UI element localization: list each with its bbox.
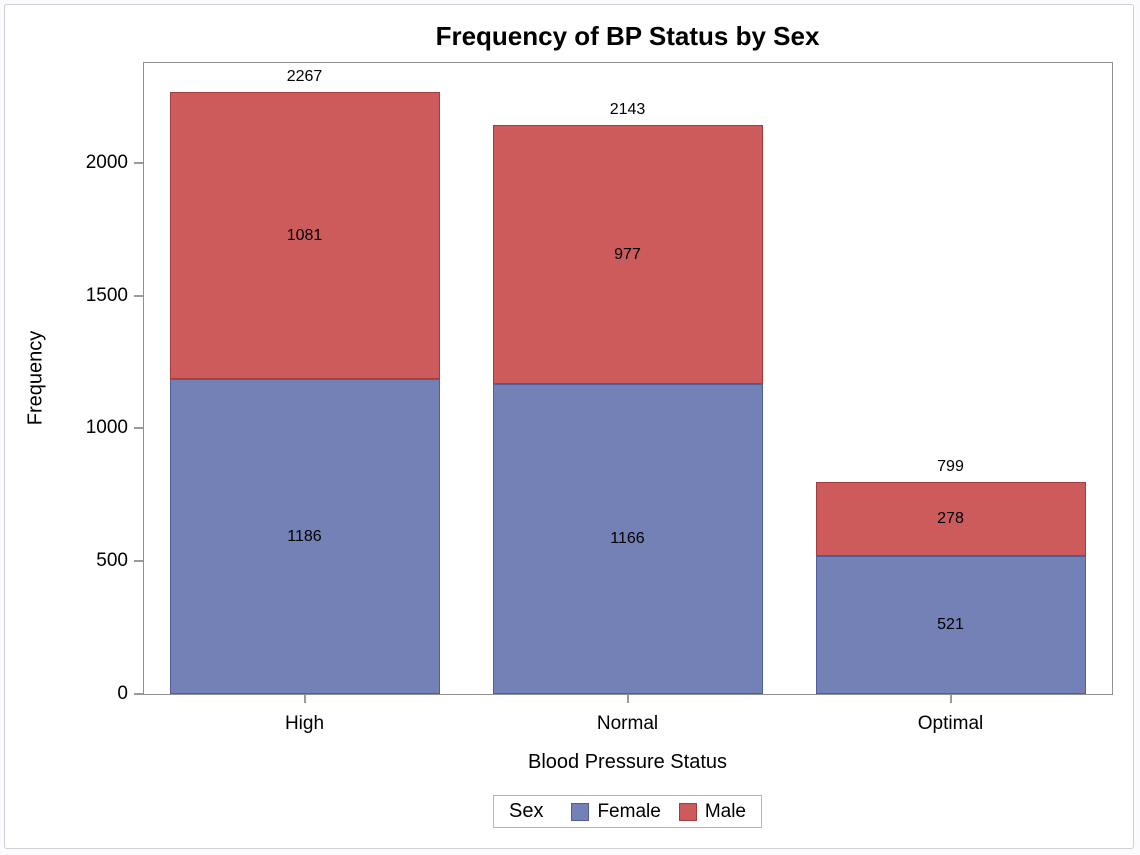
y-tick-label: 1500 (85, 284, 128, 306)
y-tick-mark (134, 161, 143, 164)
x-axis-title: Blood Pressure Status (528, 751, 727, 773)
y-tick-label: 500 (96, 550, 128, 572)
legend-swatch-icon (571, 802, 590, 821)
bar-segment-value: 1166 (610, 530, 645, 548)
bar-segment-female-normal (492, 384, 763, 694)
x-tick-mark (626, 695, 629, 703)
bar-segment-female-optimal (815, 555, 1086, 694)
legend-title: Sex (508, 800, 544, 822)
bar-segment-value: 1081 (286, 226, 323, 244)
y-tick-label: 0 (117, 683, 128, 704)
y-tick-mark (134, 560, 143, 563)
legend-swatch-icon (678, 802, 697, 821)
bar-segment-value: 1186 (287, 527, 322, 545)
bar-total-value: 2267 (286, 68, 323, 85)
legend-item-label: Male (704, 800, 746, 822)
legend-item-male: Male (678, 800, 746, 823)
bar-total-value: 799 (937, 457, 964, 475)
bar-segment-male-high (169, 92, 440, 380)
legend-item-female: Female (571, 800, 661, 823)
bar-segment-value: 977 (614, 245, 641, 263)
chart-title: Frequency of BP Status by Sex (435, 21, 820, 51)
bar-segment-value: 278 (937, 509, 964, 527)
legend-item-label: Female (597, 800, 661, 822)
legend: Sex Female Male (143, 795, 1112, 828)
y-tick-mark (134, 294, 143, 297)
bar-segment-female-high (169, 379, 440, 694)
y-tick-label: 2000 (85, 151, 128, 173)
y-tick-label: 1000 (85, 417, 128, 439)
bar-total-value: 2143 (609, 100, 646, 118)
bar-segment-value: 521 (937, 615, 964, 633)
bar-segment-male-normal (492, 124, 763, 385)
y-tick-mark (134, 693, 143, 695)
x-tick-label: High (284, 713, 325, 734)
y-tick-mark (134, 427, 143, 430)
legend-box: Sex Female Male (492, 795, 762, 828)
y-axis-title: Frequency (24, 330, 47, 426)
x-tick-mark (949, 695, 952, 703)
bar-segment-male-optimal (815, 481, 1086, 556)
x-tick-label: Optimal (917, 713, 984, 734)
x-tick-mark (303, 695, 306, 703)
x-tick-label: Normal (596, 713, 659, 734)
legend-items: Female Male (571, 801, 746, 823)
